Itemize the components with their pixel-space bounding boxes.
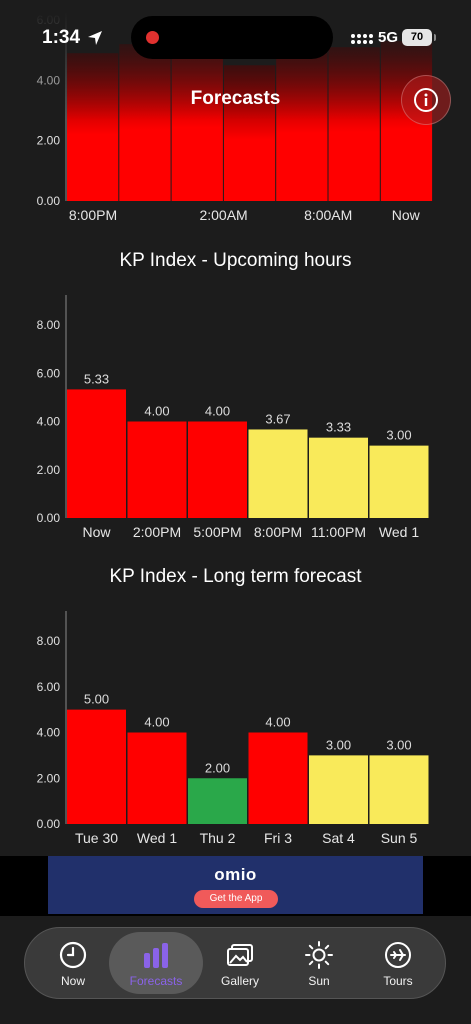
bar-value-label: 3.33	[326, 420, 351, 435]
chart-bar[interactable]	[248, 732, 308, 825]
battery-indicator: 70	[402, 29, 436, 46]
tab-tours[interactable]: Tours	[358, 932, 438, 994]
y-tick-label: 6.00	[37, 680, 61, 694]
bar-value-label: 3.00	[326, 737, 351, 752]
chart-bar[interactable]	[67, 709, 126, 824]
x-tick-label: Fri 3	[264, 830, 292, 846]
bar-value-label: 3.00	[386, 737, 411, 752]
x-tick-label: Wed 1	[379, 524, 419, 540]
x-tick-label: Sat 4	[322, 830, 355, 846]
y-tick-label: 2.00	[37, 463, 61, 477]
chart-bar[interactable]	[127, 732, 187, 825]
bar-value-label: 4.00	[144, 404, 169, 419]
status-time: 1:34	[42, 27, 81, 48]
tab-sun[interactable]: Sun	[279, 932, 359, 994]
info-button[interactable]	[401, 75, 451, 125]
upcoming-hours-title: KP Index - Upcoming hours	[119, 250, 352, 271]
status-bar: 1:34 5G 70	[0, 0, 471, 70]
x-tick-label: Thu 2	[200, 830, 236, 846]
chart-bar[interactable]	[369, 755, 429, 824]
tab-gallery[interactable]: Gallery	[200, 932, 280, 994]
x-tick-label: 2:00AM	[199, 207, 247, 223]
long-term-chart-svg: 0.00 2.00 4.00 6.00 8.00 5.00 Tue 30 4.00 Wed 1 2…	[37, 611, 429, 846]
ad-logo: omio	[214, 865, 257, 884]
x-tick-label: Now	[82, 524, 111, 540]
chart-bar[interactable]	[328, 47, 380, 202]
bar-value-label: 3.00	[386, 428, 411, 443]
ad-banner[interactable]: omio Get the App	[48, 856, 423, 914]
y-tick-label: 6.00	[37, 366, 61, 380]
chart-bar[interactable]	[309, 755, 368, 824]
gallery-icon	[227, 944, 253, 966]
x-tick-label: 8:00PM	[69, 207, 117, 223]
info-icon	[414, 88, 438, 112]
y-tick-label: 0.00	[37, 194, 61, 208]
sun-icon	[305, 941, 333, 969]
x-tick-label: Sun 5	[381, 830, 418, 846]
bar-value-label: 2.00	[205, 760, 230, 775]
y-tick-label: 0.00	[37, 817, 61, 831]
bar-chart-icon	[144, 943, 168, 968]
bar-value-label: 3.67	[265, 411, 290, 426]
tab-tours-label: Tours	[383, 974, 413, 988]
tab-bar: Now Forecasts Gallery Sun	[24, 927, 446, 999]
chart-bar[interactable]	[369, 445, 429, 518]
recording-dot-icon	[146, 31, 159, 44]
x-tick-label: 2:00PM	[133, 524, 181, 540]
clock-icon	[59, 941, 87, 969]
chart-bar[interactable]	[188, 778, 247, 824]
x-tick-label: 8:00AM	[304, 207, 352, 223]
tab-forecasts-label: Forecasts	[129, 974, 183, 988]
location-arrow-icon	[88, 31, 102, 45]
y-tick-label: 4.00	[37, 726, 61, 740]
long-term-chart: KP Index - Long term forecast 0.00 2.00 4.…	[0, 561, 471, 856]
chart-bar[interactable]	[188, 421, 247, 519]
x-tick-label: Tue 30	[75, 830, 118, 846]
ad-get-app-button[interactable]: Get the App	[194, 890, 278, 908]
y-tick-label: 2.00	[37, 134, 61, 148]
long-term-title: KP Index - Long term forecast	[109, 566, 362, 587]
upcoming-hours-chart: KP Index - Upcoming hours 0.00 2.00 4.00 6.…	[0, 245, 471, 545]
chart-bar[interactable]	[67, 389, 126, 518]
y-tick-label: 2.00	[37, 771, 61, 785]
tab-now[interactable]: Now	[33, 932, 113, 994]
bar-value-label: 4.00	[144, 715, 169, 730]
x-tick-label: 11:00PM	[311, 524, 366, 540]
chart-bar[interactable]	[223, 65, 276, 201]
tab-gallery-label: Gallery	[220, 974, 259, 988]
chart-bar[interactable]	[248, 429, 308, 518]
chart-bar[interactable]	[309, 437, 368, 518]
y-tick-label: 0.00	[37, 511, 61, 525]
y-tick-label: 4.00	[37, 73, 61, 87]
bar-value-label: 4.00	[265, 715, 290, 730]
tab-now-label: Now	[60, 974, 85, 988]
network-type: 5G	[378, 29, 399, 46]
plane-icon	[385, 942, 411, 968]
x-tick-label: Wed 1	[137, 830, 177, 846]
dynamic-island	[131, 16, 333, 59]
bar-value-label: 5.00	[84, 692, 109, 707]
bar-value-label: 4.00	[205, 404, 230, 419]
y-tick-label: 4.00	[37, 415, 61, 429]
y-tick-label: 8.00	[37, 634, 61, 648]
tab-sun-label: Sun	[308, 974, 330, 988]
tab-forecasts[interactable]: Forecasts	[109, 932, 203, 994]
bar-value-label: 5.33	[84, 371, 109, 386]
chart-bar[interactable]	[127, 421, 187, 519]
chart-bar[interactable]	[67, 53, 119, 201]
x-tick-label: 5:00PM	[193, 524, 241, 540]
x-tick-label: Now	[392, 207, 421, 223]
y-tick-label: 8.00	[37, 318, 61, 332]
cellular-signal-icon	[351, 34, 373, 44]
x-tick-label: 8:00PM	[254, 524, 302, 540]
upcoming-hours-chart-svg: 0.00 2.00 4.00 6.00 8.00 5.33 Now 4.00 2:00PM 4.0…	[37, 295, 429, 540]
chart-bar[interactable]	[276, 50, 328, 201]
